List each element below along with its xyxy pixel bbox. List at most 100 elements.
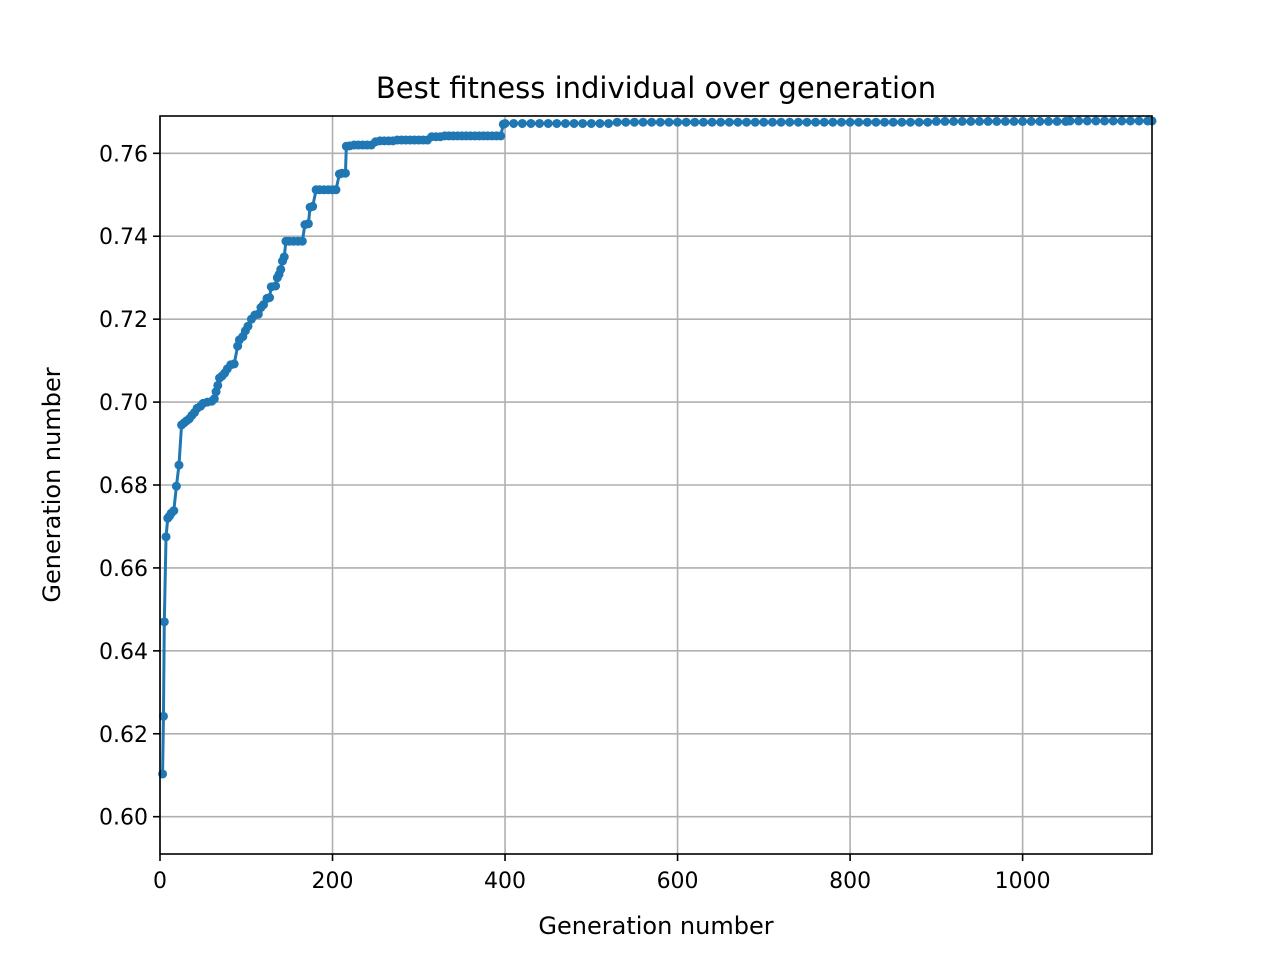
y-tick-label: 0.76 xyxy=(99,142,148,167)
data-point xyxy=(914,117,924,127)
y-tick-label: 0.66 xyxy=(99,557,148,582)
data-point xyxy=(681,117,691,127)
data-point xyxy=(543,118,553,128)
data-point xyxy=(174,460,184,470)
tick-layer: 0 200 400 600 800 1000 0.60 0.62 0.64 0.66 0.68 0.7… xyxy=(99,142,1051,894)
data-point xyxy=(161,532,171,542)
data-point xyxy=(209,394,219,404)
data-point xyxy=(526,118,536,128)
data-point xyxy=(1074,116,1084,126)
x-axis-label: Generation number xyxy=(538,912,773,940)
data-point xyxy=(655,117,665,127)
data-point xyxy=(1026,116,1036,126)
data-point xyxy=(923,117,933,127)
y-tick-label: 0.68 xyxy=(99,474,148,499)
data-point xyxy=(828,117,838,127)
data-point xyxy=(158,711,168,721)
grid-layer xyxy=(159,116,1152,854)
data-point xyxy=(276,264,286,274)
data-point xyxy=(845,117,855,127)
data-point xyxy=(265,293,275,303)
data-point xyxy=(629,117,639,127)
data-point xyxy=(974,116,984,126)
data-point xyxy=(854,117,864,127)
data-point xyxy=(759,117,769,127)
data-point xyxy=(785,117,795,127)
x-tick-label: 400 xyxy=(484,869,526,894)
data-point xyxy=(595,118,605,128)
data-point xyxy=(509,118,519,128)
data-point xyxy=(871,117,881,127)
data-point xyxy=(1000,116,1010,126)
data-point xyxy=(229,359,239,369)
data-point xyxy=(243,321,253,331)
data-point xyxy=(1125,116,1135,126)
data-point xyxy=(880,117,890,127)
data-point xyxy=(931,116,941,126)
data-point xyxy=(966,116,976,126)
data-point xyxy=(1108,116,1118,126)
data-point xyxy=(604,118,614,128)
data-point xyxy=(690,117,700,127)
data-point xyxy=(793,117,803,127)
data-point xyxy=(647,117,657,127)
data-point xyxy=(1134,116,1144,126)
x-tick-label: 200 xyxy=(312,869,354,894)
data-point xyxy=(279,252,289,262)
data-point xyxy=(500,118,510,128)
data-point xyxy=(1065,116,1075,126)
data-point xyxy=(957,116,967,126)
data-point xyxy=(1035,116,1045,126)
data-point xyxy=(1052,116,1062,126)
x-tick-label: 0 xyxy=(153,869,167,894)
data-point xyxy=(552,118,562,128)
data-point xyxy=(897,117,907,127)
data-point xyxy=(767,117,777,127)
data-point xyxy=(560,118,570,128)
data-point xyxy=(1082,116,1092,126)
data-point xyxy=(586,118,596,128)
y-axis-label: Generation number xyxy=(38,367,66,602)
x-tick-label: 800 xyxy=(829,869,871,894)
data-point xyxy=(159,617,169,627)
data-point xyxy=(169,506,179,516)
y-tick-label: 0.62 xyxy=(99,723,148,748)
x-tick-label: 600 xyxy=(657,869,699,894)
data-point xyxy=(949,116,959,126)
data-point xyxy=(836,117,846,127)
data-point xyxy=(992,116,1002,126)
data-point xyxy=(578,118,588,128)
data-point xyxy=(1117,116,1127,126)
data-point xyxy=(271,281,281,291)
data-point xyxy=(664,117,674,127)
y-tick-label: 0.70 xyxy=(99,391,148,416)
data-point xyxy=(888,117,898,127)
y-tick-label: 0.74 xyxy=(99,225,148,250)
data-point xyxy=(171,481,181,491)
data-point xyxy=(1043,116,1053,126)
data-point xyxy=(707,117,717,127)
data-point xyxy=(1009,116,1019,126)
data-point xyxy=(716,117,726,127)
data-point xyxy=(303,219,313,229)
x-tick-label: 1000 xyxy=(995,869,1051,894)
data-point xyxy=(811,117,821,127)
data-point xyxy=(1091,116,1101,126)
data-point xyxy=(724,117,734,127)
data-point xyxy=(673,117,683,127)
data-point xyxy=(905,117,915,127)
data-point xyxy=(698,117,708,127)
data-point xyxy=(776,117,786,127)
data-point xyxy=(819,117,829,127)
data-point xyxy=(862,117,872,127)
data-point xyxy=(621,117,631,127)
data-point xyxy=(569,118,579,128)
y-tick-label: 0.72 xyxy=(99,308,148,333)
data-point xyxy=(750,117,760,127)
chart-title: Best fitness individual over generation xyxy=(376,71,936,105)
data-point xyxy=(340,168,350,178)
y-tick-label: 0.64 xyxy=(99,640,148,665)
data-point xyxy=(940,116,950,126)
